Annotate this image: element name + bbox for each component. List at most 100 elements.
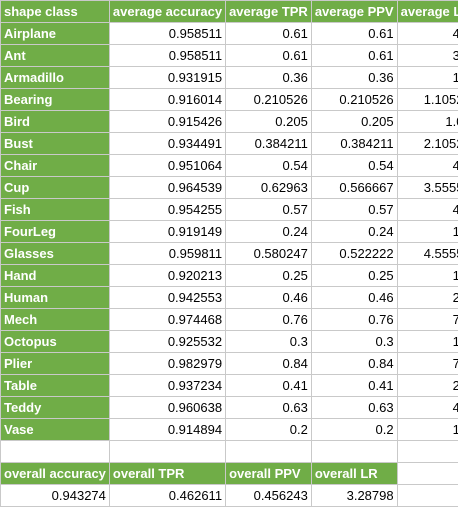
shape-class-cell[interactable]: Airplane: [1, 23, 110, 45]
value-cell[interactable]: 0.210526: [226, 89, 312, 111]
value-cell[interactable]: 0.61: [226, 23, 312, 45]
shape-class-cell[interactable]: Glasses: [1, 243, 110, 265]
value-cell[interactable]: 2.10526: [397, 133, 458, 155]
value-cell[interactable]: 3.55556: [397, 177, 458, 199]
value-cell[interactable]: 0.958511: [109, 45, 225, 67]
value-cell[interactable]: 0.919149: [109, 221, 225, 243]
value-cell[interactable]: 1.7: [397, 331, 458, 353]
value-cell[interactable]: 0.36: [311, 67, 397, 89]
value-cell[interactable]: 0.934491: [109, 133, 225, 155]
value-cell[interactable]: 0.915426: [109, 111, 225, 133]
summary-value-cell[interactable]: 3.28798: [311, 485, 397, 507]
value-cell[interactable]: 0.24: [226, 221, 312, 243]
value-cell[interactable]: 0.937234: [109, 375, 225, 397]
value-cell[interactable]: 1.05: [397, 111, 458, 133]
value-cell[interactable]: 0.205: [226, 111, 312, 133]
value-cell[interactable]: 0.958511: [109, 23, 225, 45]
value-cell[interactable]: 0.2: [311, 419, 397, 441]
value-cell[interactable]: 1.8: [397, 221, 458, 243]
value-cell[interactable]: 0.24: [311, 221, 397, 243]
value-cell[interactable]: 2.6: [397, 287, 458, 309]
value-cell[interactable]: 0.46: [311, 287, 397, 309]
summary-value-cell[interactable]: 0.943274: [1, 485, 110, 507]
value-cell[interactable]: 0.84: [311, 353, 397, 375]
shape-class-cell[interactable]: Bird: [1, 111, 110, 133]
value-cell[interactable]: 1.4: [397, 419, 458, 441]
shape-class-cell[interactable]: Teddy: [1, 397, 110, 419]
column-header[interactable]: average TPR: [226, 1, 312, 23]
value-cell[interactable]: 0.931915: [109, 67, 225, 89]
shape-class-cell[interactable]: Hand: [1, 265, 110, 287]
value-cell[interactable]: 0.36: [226, 67, 312, 89]
shape-class-cell[interactable]: Armadillo: [1, 67, 110, 89]
value-cell[interactable]: 0.960638: [109, 397, 225, 419]
value-cell[interactable]: 0.942553: [109, 287, 225, 309]
empty-cell[interactable]: [397, 463, 458, 485]
value-cell[interactable]: 3.8: [397, 45, 458, 67]
value-cell[interactable]: 0.54: [226, 155, 312, 177]
value-cell[interactable]: 0.62963: [226, 177, 312, 199]
value-cell[interactable]: 4.55556: [397, 243, 458, 265]
value-cell[interactable]: 0.84: [226, 353, 312, 375]
shape-class-cell[interactable]: Human: [1, 287, 110, 309]
column-header[interactable]: shape class: [1, 1, 110, 23]
value-cell[interactable]: 0.61: [311, 45, 397, 67]
value-cell[interactable]: 0.959811: [109, 243, 225, 265]
value-cell[interactable]: 0.25: [311, 265, 397, 287]
empty-cell[interactable]: [311, 441, 397, 463]
value-cell[interactable]: 0.57: [226, 199, 312, 221]
column-header[interactable]: average accuracy: [109, 1, 225, 23]
value-cell[interactable]: 4.7: [397, 397, 458, 419]
shape-class-cell[interactable]: Cup: [1, 177, 110, 199]
value-cell[interactable]: 0.982979: [109, 353, 225, 375]
shape-class-cell[interactable]: Bust: [1, 133, 110, 155]
value-cell[interactable]: 2.5: [397, 375, 458, 397]
value-cell[interactable]: 7.6: [397, 309, 458, 331]
value-cell[interactable]: 0.54: [311, 155, 397, 177]
value-cell[interactable]: 0.384211: [311, 133, 397, 155]
value-cell[interactable]: 7.6: [397, 353, 458, 375]
column-header[interactable]: average PPV: [311, 1, 397, 23]
value-cell[interactable]: 0.25: [226, 265, 312, 287]
value-cell[interactable]: 0.76: [226, 309, 312, 331]
value-cell[interactable]: 1.8: [397, 67, 458, 89]
summary-value-cell[interactable]: 0.456243: [226, 485, 312, 507]
shape-class-cell[interactable]: Table: [1, 375, 110, 397]
empty-cell[interactable]: [226, 441, 312, 463]
value-cell[interactable]: 0.384211: [226, 133, 312, 155]
shape-class-cell[interactable]: FourLeg: [1, 221, 110, 243]
value-cell[interactable]: 0.205: [311, 111, 397, 133]
value-cell[interactable]: 0.2: [226, 419, 312, 441]
value-cell[interactable]: 4.2: [397, 155, 458, 177]
value-cell[interactable]: 0.964539: [109, 177, 225, 199]
shape-class-cell[interactable]: Plier: [1, 353, 110, 375]
value-cell[interactable]: 1.6: [397, 265, 458, 287]
empty-cell[interactable]: [397, 485, 458, 507]
shape-class-cell[interactable]: Ant: [1, 45, 110, 67]
value-cell[interactable]: 0.210526: [311, 89, 397, 111]
shape-class-cell[interactable]: Vase: [1, 419, 110, 441]
value-cell[interactable]: 0.3: [226, 331, 312, 353]
summary-header-cell[interactable]: overall PPV: [226, 463, 312, 485]
shape-class-cell[interactable]: Octopus: [1, 331, 110, 353]
value-cell[interactable]: 0.76: [311, 309, 397, 331]
value-cell[interactable]: 4.7: [397, 199, 458, 221]
shape-class-cell[interactable]: Mech: [1, 309, 110, 331]
value-cell[interactable]: 0.974468: [109, 309, 225, 331]
shape-class-cell[interactable]: Chair: [1, 155, 110, 177]
value-cell[interactable]: 0.916014: [109, 89, 225, 111]
shape-class-cell[interactable]: Bearing: [1, 89, 110, 111]
value-cell[interactable]: 1.10526: [397, 89, 458, 111]
shape-class-cell[interactable]: Fish: [1, 199, 110, 221]
value-cell[interactable]: 0.61: [311, 23, 397, 45]
value-cell[interactable]: 0.57: [311, 199, 397, 221]
value-cell[interactable]: 0.951064: [109, 155, 225, 177]
value-cell[interactable]: 0.46: [226, 287, 312, 309]
value-cell[interactable]: 0.41: [311, 375, 397, 397]
summary-value-cell[interactable]: 0.462611: [109, 485, 225, 507]
value-cell[interactable]: 0.580247: [226, 243, 312, 265]
value-cell[interactable]: 0.63: [311, 397, 397, 419]
value-cell[interactable]: 0.566667: [311, 177, 397, 199]
value-cell[interactable]: 4.1: [397, 23, 458, 45]
value-cell[interactable]: 0.522222: [311, 243, 397, 265]
